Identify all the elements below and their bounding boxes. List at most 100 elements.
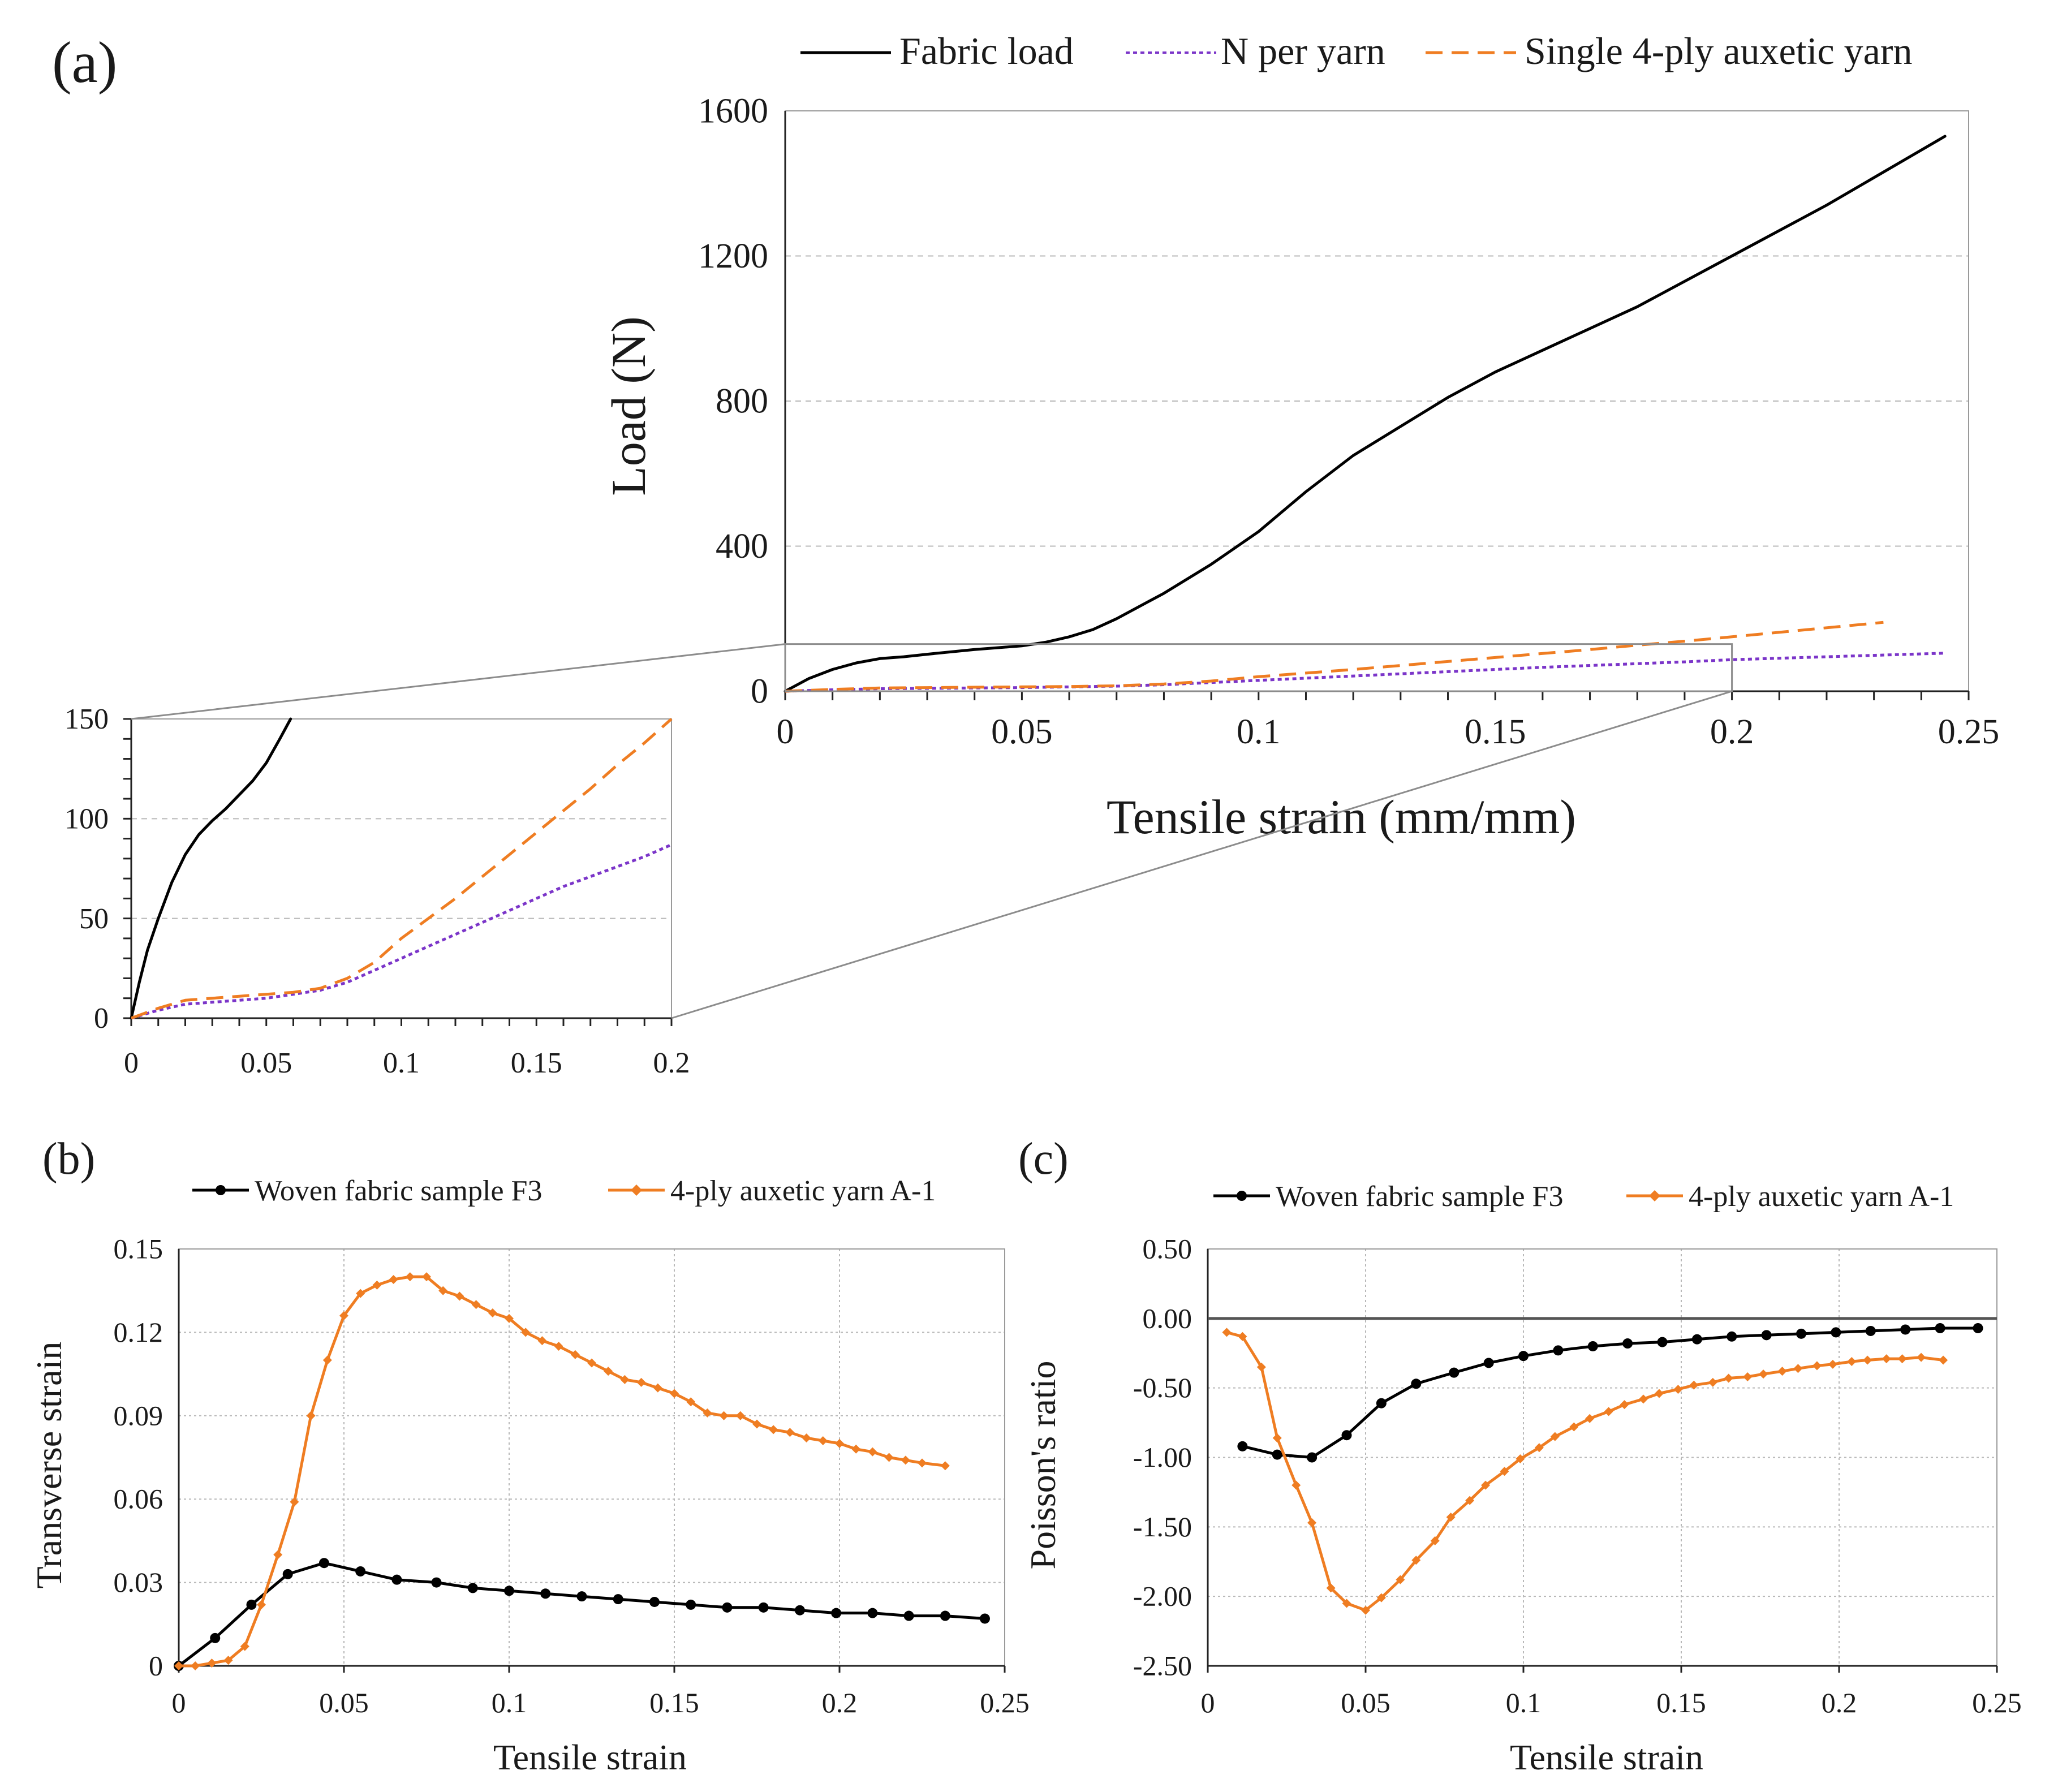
data-point-woven-fabric-sample-f3 (467, 1583, 478, 1593)
legend-label-b-fabric: Woven fabric sample F3 (255, 1175, 542, 1207)
x-tick-label: 0.05 (1341, 1687, 1390, 1718)
legend-label-n-per-yarn: N per yarn (1221, 29, 1385, 72)
x-tick-label: 0 (1201, 1687, 1215, 1718)
x-tick-label: 0.15 (511, 1047, 562, 1079)
y-tick-label: -2.50 (1133, 1650, 1192, 1682)
data-point-4-ply-auxetic-yarn-a-1 (901, 1455, 910, 1465)
data-point-woven-fabric-sample-f3 (1341, 1430, 1352, 1441)
plot-a-inset: 0 0.05 0.1 0.15 0.2 0 50 100 150 (64, 703, 690, 1079)
y-tick-label: 0.50 (1143, 1233, 1192, 1265)
y-tick-label: -1.00 (1133, 1441, 1192, 1473)
x-tick-label: 0.05 (319, 1687, 369, 1718)
data-point-4-ply-auxetic-yarn-a-1 (851, 1444, 861, 1454)
axis-title-y-a: Load (N) (601, 316, 656, 496)
y-tick-label: 1600 (698, 92, 768, 130)
data-point-4-ply-auxetic-yarn-a-1 (1939, 1355, 1948, 1365)
x-tick-label: 0.05 (240, 1047, 292, 1079)
y-tick-label: 1200 (698, 237, 768, 275)
data-point-4-ply-auxetic-yarn-a-1 (1481, 1480, 1491, 1490)
data-point-4-ply-auxetic-yarn-a-1 (1639, 1394, 1648, 1404)
data-point-4-ply-auxetic-yarn-a-1 (356, 1289, 365, 1298)
axis-title-y-b: Transverse strain (29, 1342, 69, 1589)
data-point-4-ply-auxetic-yarn-a-1 (1724, 1373, 1733, 1383)
axis-title-x-a: Tensile strain (mm/mm) (1107, 790, 1576, 844)
data-point-4-ply-auxetic-yarn-a-1 (1307, 1518, 1317, 1527)
data-point-4-ply-auxetic-yarn-a-1 (505, 1313, 514, 1323)
data-point-4-ply-auxetic-yarn-a-1 (1828, 1359, 1837, 1369)
data-point-4-ply-auxetic-yarn-a-1 (240, 1642, 249, 1651)
data-point-4-ply-auxetic-yarn-a-1 (1465, 1496, 1475, 1505)
data-point-woven-fabric-sample-f3 (1900, 1324, 1911, 1335)
panel-label-b: (b) (42, 1134, 95, 1184)
data-point-4-ply-auxetic-yarn-a-1 (339, 1311, 348, 1320)
series-line-fabric-load (783, 135, 1947, 693)
data-point-woven-fabric-sample-f3 (576, 1591, 587, 1602)
data-point-woven-fabric-sample-f3 (1973, 1323, 1983, 1334)
plot-b: 0 0.05 0.1 0.15 0.2 0.25 0 0.03 0.06 0.09 0.12 0.15 (114, 1233, 1030, 1719)
data-point-woven-fabric-sample-f3 (867, 1608, 878, 1618)
data-point-woven-fabric-sample-f3 (794, 1605, 805, 1616)
data-point-woven-fabric-sample-f3 (355, 1566, 366, 1576)
data-point-woven-fabric-sample-f3 (391, 1574, 402, 1585)
data-point-4-ply-auxetic-yarn-a-1 (1917, 1352, 1926, 1362)
data-point-4-ply-auxetic-yarn-a-1 (191, 1661, 200, 1670)
data-point-4-ply-auxetic-yarn-a-1 (1569, 1422, 1579, 1432)
data-point-4-ply-auxetic-yarn-a-1 (1411, 1556, 1421, 1565)
panel-label-c: (c) (1018, 1134, 1069, 1184)
data-point-4-ply-auxetic-yarn-a-1 (1897, 1354, 1907, 1364)
x-tick-label: 0.05 (991, 713, 1053, 751)
y-tick-label: -0.50 (1133, 1372, 1192, 1403)
data-point-4-ply-auxetic-yarn-a-1 (769, 1425, 778, 1435)
data-point-woven-fabric-sample-f3 (1796, 1328, 1807, 1339)
x-tick-label: 0 (172, 1687, 186, 1718)
data-point-woven-fabric-sample-f3 (1691, 1334, 1702, 1345)
data-point-woven-fabric-sample-f3 (1622, 1338, 1633, 1349)
data-point-4-ply-auxetic-yarn-a-1 (422, 1272, 431, 1282)
y-tick-label: 0.12 (114, 1316, 163, 1348)
data-point-4-ply-auxetic-yarn-a-1 (1604, 1407, 1613, 1416)
data-point-woven-fabric-sample-f3 (431, 1577, 442, 1588)
x-tick-label: 0.15 (649, 1687, 699, 1718)
data-point-4-ply-auxetic-yarn-a-1 (1689, 1380, 1699, 1390)
series-line-woven-fabric-sample-f3 (1242, 1326, 1978, 1459)
data-point-4-ply-auxetic-yarn-a-1 (455, 1291, 464, 1301)
x-tick-label: 0.15 (1656, 1687, 1706, 1718)
data-point-4-ply-auxetic-yarn-a-1 (1759, 1369, 1768, 1379)
data-point-4-ply-auxetic-yarn-a-1 (703, 1408, 712, 1418)
data-point-4-ply-auxetic-yarn-a-1 (1777, 1367, 1787, 1376)
data-point-4-ply-auxetic-yarn-a-1 (918, 1458, 927, 1468)
data-point-4-ply-auxetic-yarn-a-1 (1620, 1400, 1629, 1410)
data-point-woven-fabric-sample-f3 (1411, 1379, 1422, 1389)
y-tick-label: 0 (94, 1002, 109, 1035)
y-tick-label: 800 (716, 382, 768, 420)
legend-label-c-fabric: Woven fabric sample F3 (1276, 1181, 1563, 1213)
x-tick-label: 0.2 (1710, 713, 1754, 751)
data-point-woven-fabric-sample-f3 (649, 1596, 660, 1607)
x-tick-label: 0 (777, 713, 794, 751)
legend-c: Woven fabric sample F3 4-ply auxetic yar… (1213, 1181, 1954, 1213)
y-tick-label: 0.06 (114, 1483, 163, 1515)
data-point-woven-fabric-sample-f3 (1483, 1358, 1494, 1368)
y-tick-label: 0 (149, 1650, 163, 1682)
x-tick-label: 0.2 (822, 1687, 858, 1718)
data-point-4-ply-auxetic-yarn-a-1 (1550, 1432, 1560, 1441)
data-point-4-ply-auxetic-yarn-a-1 (471, 1300, 481, 1309)
data-point-4-ply-auxetic-yarn-a-1 (273, 1550, 283, 1560)
data-point-woven-fabric-sample-f3 (613, 1594, 623, 1605)
data-point-4-ply-auxetic-yarn-a-1 (537, 1336, 547, 1346)
data-point-4-ply-auxetic-yarn-a-1 (174, 1661, 183, 1670)
data-point-4-ply-auxetic-yarn-a-1 (587, 1358, 596, 1368)
data-point-4-ply-auxetic-yarn-a-1 (735, 1411, 745, 1420)
data-point-4-ply-auxetic-yarn-a-1 (884, 1453, 894, 1462)
y-tick-label: -1.50 (1133, 1511, 1192, 1543)
plot-c: 0 0.05 0.1 0.15 0.2 0.25 -2.50 -2.00 -1.50 -1.00 -… (1133, 1233, 2022, 1719)
legend-label-c-yarn: 4-ply auxetic yarn A-1 (1689, 1181, 1954, 1213)
data-point-4-ply-auxetic-yarn-a-1 (322, 1355, 332, 1365)
data-point-woven-fabric-sample-f3 (686, 1599, 696, 1610)
legend-a: Fabric load N per yarn Single 4-ply auxe… (800, 29, 1912, 72)
y-tick-label: 150 (64, 703, 109, 735)
data-point-4-ply-auxetic-yarn-a-1 (372, 1280, 382, 1290)
data-point-woven-fabric-sample-f3 (210, 1632, 221, 1643)
data-point-4-ply-auxetic-yarn-a-1 (1291, 1480, 1301, 1490)
